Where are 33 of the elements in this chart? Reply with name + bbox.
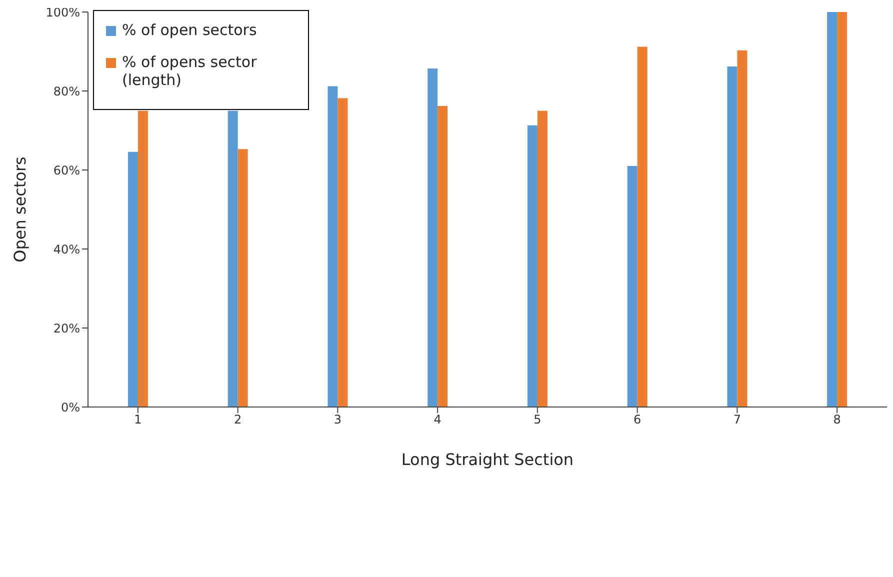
bar	[338, 98, 348, 407]
bar	[527, 125, 538, 407]
bar	[537, 110, 548, 407]
bar	[128, 152, 138, 407]
bar	[837, 12, 848, 407]
bar	[637, 46, 648, 407]
y-axis-title: Open sectors	[10, 156, 30, 262]
x-tick-label: 6	[633, 412, 642, 427]
legend-label: % of opens sector (length)	[122, 53, 258, 89]
x-tick-label: 7	[733, 412, 742, 427]
bar	[727, 66, 738, 407]
x-tick-label: 3	[334, 412, 342, 427]
x-tick-label: 1	[134, 412, 142, 427]
bar	[827, 12, 838, 407]
bar	[737, 50, 748, 407]
y-tick-label: 60%	[53, 163, 80, 178]
bar	[138, 110, 148, 407]
x-tick-label: 5	[534, 412, 542, 427]
legend-label: % of open sectors	[122, 21, 257, 39]
y-tick-label: 80%	[53, 84, 80, 98]
x-tick-label: 4	[434, 412, 442, 427]
x-axis-title: Long Straight Section	[401, 450, 574, 469]
x-tick-label: 2	[234, 412, 242, 427]
bar	[328, 86, 338, 407]
bar	[238, 149, 248, 407]
x-tick-label: 8	[833, 412, 841, 427]
y-tick-label: 40%	[53, 242, 80, 256]
bar	[438, 106, 448, 407]
bar	[228, 110, 238, 407]
bar	[428, 68, 438, 407]
bar	[627, 166, 638, 407]
y-tick-label: 0%	[60, 400, 80, 414]
y-tick-label: 20%	[53, 321, 80, 336]
